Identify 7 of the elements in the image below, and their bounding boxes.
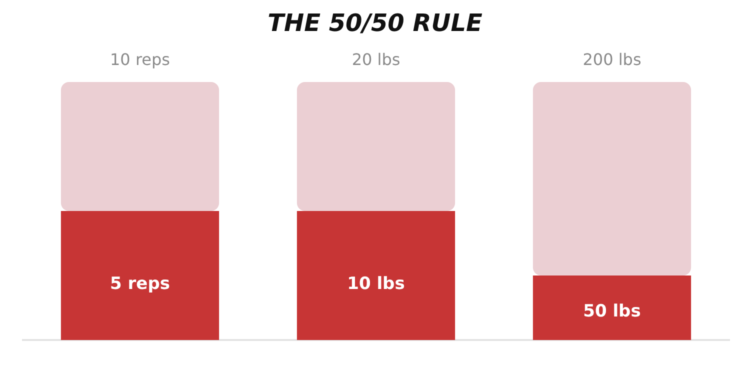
total-label: 20 lbs xyxy=(352,50,400,70)
data-label: 5 reps xyxy=(110,274,170,294)
data-label: 10 lbs xyxy=(347,274,405,294)
total-label: 10 reps xyxy=(110,50,170,70)
data-label: 50 lbs xyxy=(583,302,641,322)
text: THE 50/50 RULE xyxy=(268,9,482,37)
total-label: 200 lbs xyxy=(582,50,642,70)
